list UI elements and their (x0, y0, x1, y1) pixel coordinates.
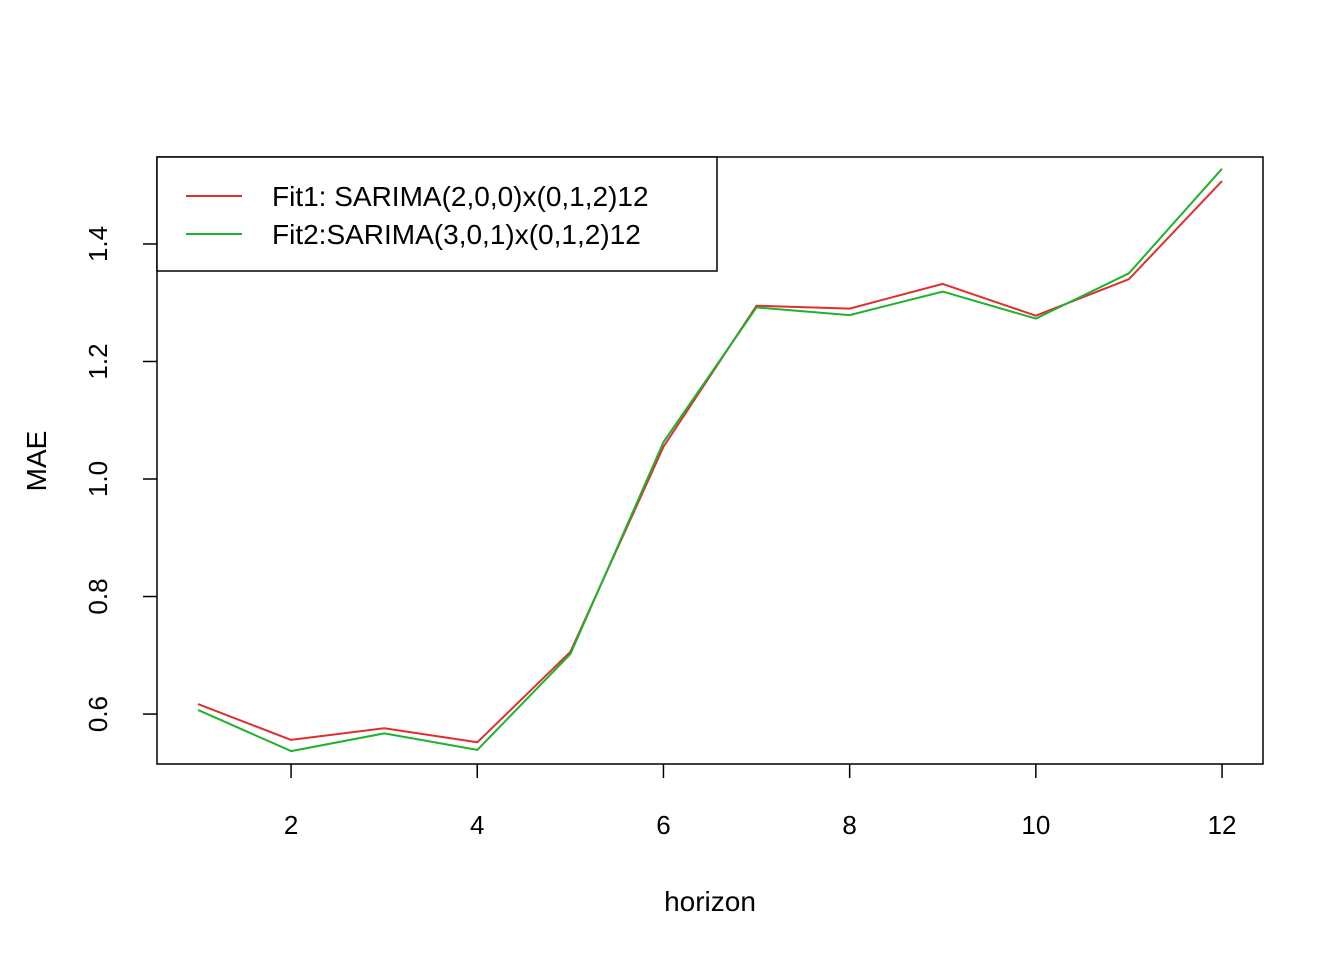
x-tick-label: 10 (1021, 810, 1050, 840)
x-tick-label: 8 (842, 810, 856, 840)
y-axis-title: MAE (21, 431, 52, 492)
x-tick-label: 6 (656, 810, 670, 840)
y-tick-label: 0.6 (83, 696, 113, 732)
y-tick-label: 1.4 (83, 226, 113, 262)
series-layer (197, 168, 1223, 753)
legend: Fit1: SARIMA(2,0,0)x(0,1,2)12 Fit2:SARIMA… (156, 156, 718, 272)
series-line-fit2 (197, 168, 1223, 753)
x-tick-label: 12 (1208, 810, 1237, 840)
y-tick-label: 0.8 (83, 578, 113, 614)
x-axis: 2 4 6 8 10 12 (284, 764, 1237, 840)
legend-box (156, 156, 718, 272)
x-axis-title: horizon (664, 886, 756, 917)
legend-label: Fit2:SARIMA(3,0,1)x(0,1,2)12 (272, 219, 641, 250)
x-tick-label: 4 (470, 810, 484, 840)
y-tick-label: 1.0 (83, 461, 113, 497)
legend-label: Fit1: SARIMA(2,0,0)x(0,1,2)12 (272, 181, 649, 212)
y-axis: 0.6 0.8 1.0 1.2 1.4 (83, 226, 157, 732)
y-tick-label: 1.2 (83, 343, 113, 379)
x-tick-label: 2 (284, 810, 298, 840)
